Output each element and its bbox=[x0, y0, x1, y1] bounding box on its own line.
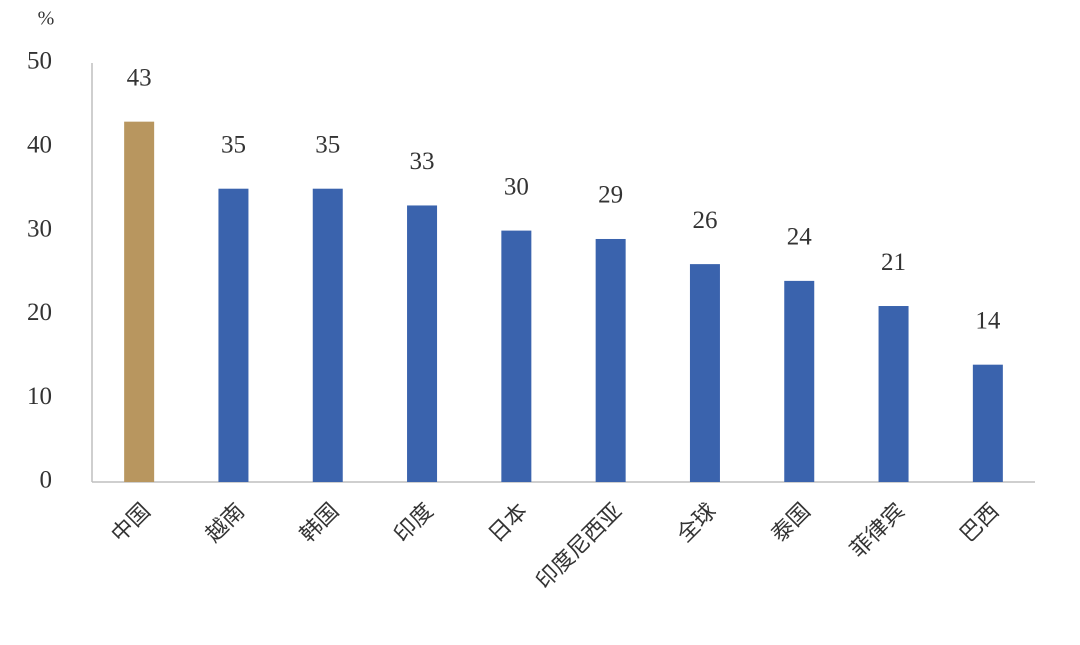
bar bbox=[312, 188, 343, 482]
x-tick-label: 越南 bbox=[201, 499, 250, 548]
x-tick-label: 菲律宾 bbox=[846, 499, 910, 563]
bar bbox=[124, 121, 155, 482]
bar bbox=[218, 188, 249, 482]
x-tick-label: 中国 bbox=[107, 499, 156, 548]
bar bbox=[972, 364, 1003, 482]
x-tick-label: 全球 bbox=[673, 499, 722, 548]
data-label: 35 bbox=[315, 131, 340, 158]
data-label: 24 bbox=[787, 224, 813, 251]
data-label: 21 bbox=[881, 249, 906, 276]
y-tick-label: 30 bbox=[27, 215, 52, 242]
y-tick-label: 40 bbox=[27, 132, 52, 159]
x-tick-label: 巴西 bbox=[956, 499, 1005, 548]
x-tick-label: 泰国 bbox=[767, 499, 816, 548]
bar bbox=[501, 230, 532, 482]
y-tick-label: 0 bbox=[40, 467, 53, 494]
data-label: 33 bbox=[410, 148, 435, 175]
x-tick-label: 日本 bbox=[484, 499, 533, 548]
y-tick-label: 50 bbox=[27, 48, 52, 75]
bar bbox=[407, 205, 438, 482]
y-tick-label: 20 bbox=[27, 299, 52, 326]
bar bbox=[784, 280, 815, 482]
x-tick-label: 印度 bbox=[390, 499, 439, 548]
bar bbox=[595, 238, 626, 482]
data-label: 43 bbox=[127, 64, 152, 91]
x-tick-label: 印度尼西亚 bbox=[532, 499, 627, 594]
bar bbox=[878, 306, 909, 482]
data-label: 14 bbox=[975, 307, 1001, 334]
bar bbox=[689, 264, 720, 482]
data-label: 26 bbox=[692, 207, 717, 234]
x-tick-label: 韩国 bbox=[295, 499, 344, 548]
y-tick-label: 10 bbox=[27, 383, 52, 410]
data-label: 29 bbox=[598, 182, 623, 209]
data-label: 30 bbox=[504, 173, 529, 200]
data-label: 35 bbox=[221, 131, 246, 158]
y-unit: % bbox=[38, 8, 55, 30]
